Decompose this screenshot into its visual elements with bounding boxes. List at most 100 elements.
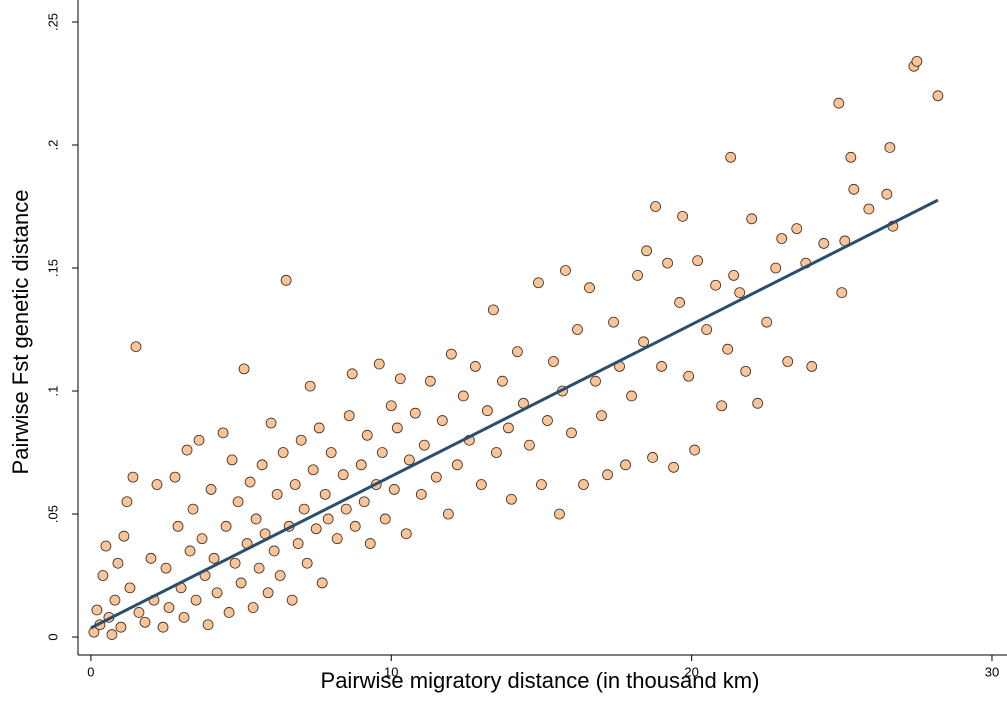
point	[265, 417, 277, 429]
point	[361, 429, 373, 441]
x-tick-label: 20	[684, 665, 698, 680]
x-tick-label: 0	[87, 665, 94, 680]
point	[490, 447, 502, 458]
point	[457, 390, 469, 402]
point	[445, 348, 457, 360]
point	[647, 452, 658, 463]
point	[818, 238, 830, 249]
point	[208, 552, 220, 564]
point	[512, 346, 523, 358]
point	[130, 341, 142, 353]
point	[325, 447, 337, 458]
y-tick-label: .25	[46, 13, 61, 31]
point	[112, 557, 124, 569]
point	[746, 213, 758, 225]
point	[364, 538, 376, 549]
point	[124, 582, 136, 594]
point	[497, 375, 508, 387]
point	[770, 262, 782, 274]
y-tick-label: .15	[46, 259, 61, 277]
point	[833, 97, 845, 109]
point	[340, 503, 352, 515]
point	[430, 471, 442, 483]
point	[469, 361, 481, 372]
point	[632, 269, 643, 281]
point	[722, 343, 734, 355]
point	[536, 479, 547, 490]
point	[487, 304, 499, 316]
point	[626, 390, 637, 402]
y-axis-title: Pairwise Fst genetic distance	[8, 190, 33, 475]
point	[701, 324, 713, 335]
point	[572, 324, 583, 335]
point	[316, 577, 328, 589]
point	[578, 479, 589, 490]
point	[292, 538, 304, 549]
point	[932, 90, 944, 102]
point	[247, 602, 259, 613]
point	[301, 557, 313, 569]
point	[238, 363, 250, 375]
point	[184, 545, 196, 557]
point	[548, 356, 559, 367]
point	[436, 415, 448, 426]
point	[286, 594, 298, 606]
point	[863, 203, 875, 215]
point	[481, 405, 493, 417]
point	[100, 540, 112, 552]
point	[157, 621, 169, 633]
point	[503, 422, 514, 434]
point	[289, 479, 301, 490]
point	[229, 557, 241, 569]
point	[403, 454, 415, 466]
point	[791, 223, 803, 235]
point	[725, 151, 737, 163]
point	[187, 503, 199, 515]
point	[415, 488, 427, 500]
point	[566, 427, 577, 439]
point	[662, 257, 673, 269]
point	[385, 400, 397, 412]
point	[376, 447, 388, 458]
point	[418, 439, 430, 451]
point	[638, 336, 649, 348]
point	[145, 552, 157, 564]
point	[139, 616, 151, 628]
point	[91, 604, 103, 616]
point	[692, 255, 704, 267]
point	[881, 188, 893, 200]
point	[710, 279, 722, 291]
point	[295, 434, 307, 446]
x-tick-label: 10	[384, 665, 398, 680]
point	[761, 316, 773, 328]
point	[196, 533, 208, 545]
y-tick-label: .2	[46, 140, 61, 151]
point	[106, 629, 118, 640]
point	[584, 282, 595, 294]
point	[884, 142, 896, 153]
point	[400, 528, 412, 540]
point	[650, 201, 661, 212]
point	[256, 459, 268, 471]
point	[97, 570, 109, 581]
point	[319, 488, 331, 500]
point	[608, 316, 619, 328]
point	[274, 570, 286, 581]
point	[674, 297, 686, 308]
point	[590, 375, 601, 387]
point	[560, 265, 571, 276]
point	[409, 407, 421, 419]
point	[271, 488, 283, 500]
point	[202, 619, 214, 631]
point	[118, 530, 130, 542]
fit-line	[90, 198, 939, 630]
x-tick-label: 30	[985, 665, 999, 680]
y-tick-label: 0	[46, 633, 61, 640]
point	[160, 562, 172, 574]
point	[178, 611, 190, 623]
point	[193, 434, 205, 446]
point	[169, 471, 181, 483]
point	[596, 410, 607, 422]
